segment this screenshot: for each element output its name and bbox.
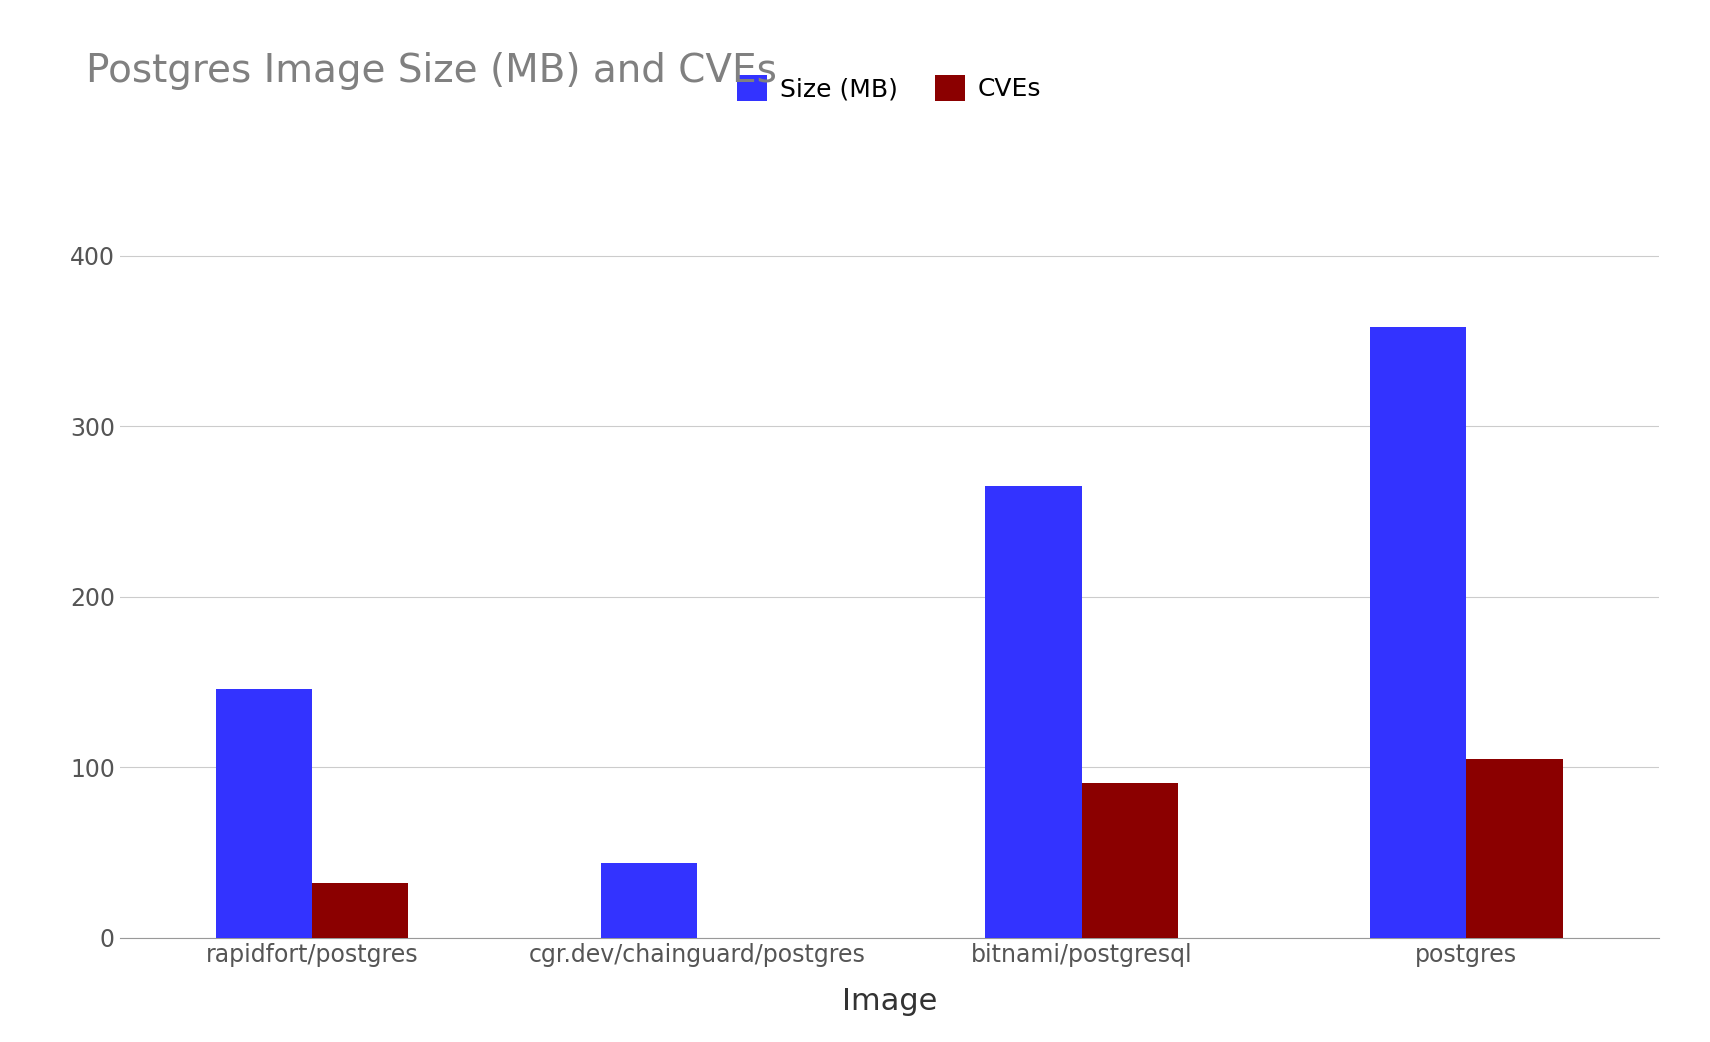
Bar [985, 486, 1082, 938]
Text: Postgres Image Size (MB) and CVEs: Postgres Image Size (MB) and CVEs [86, 52, 776, 90]
Bar [1082, 783, 1178, 938]
Bar [1370, 327, 1465, 938]
Bar [600, 863, 698, 938]
Bar [311, 884, 409, 938]
Bar [1467, 759, 1563, 938]
Bar [215, 689, 311, 938]
Legend: Size (MB), CVEs: Size (MB), CVEs [727, 65, 1052, 111]
X-axis label: Image: Image [841, 988, 937, 1017]
